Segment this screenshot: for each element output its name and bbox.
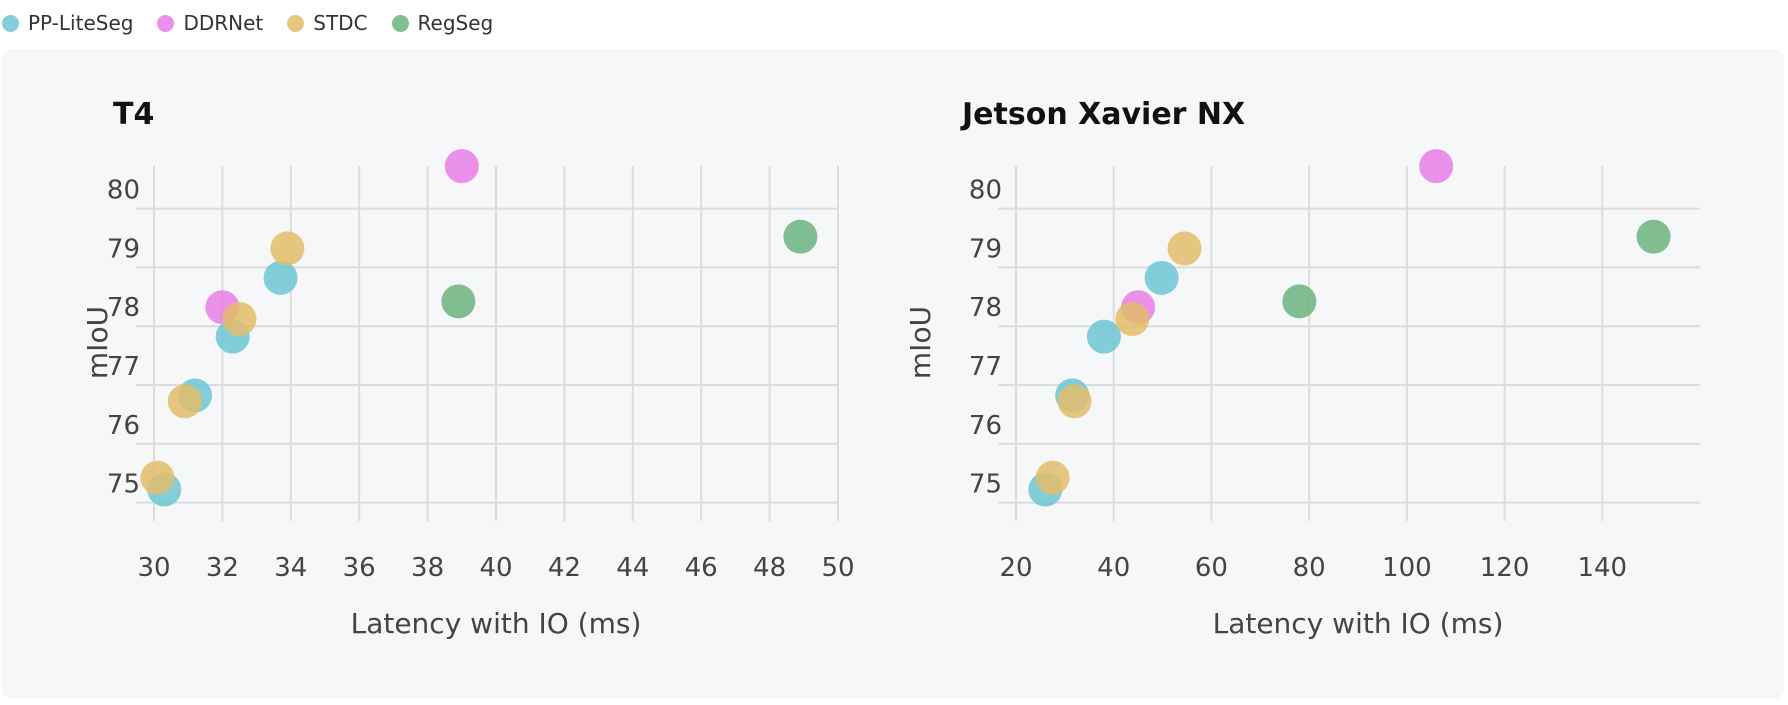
chart-title: T4 xyxy=(113,97,154,132)
legend-item-regseg: RegSeg xyxy=(390,11,494,35)
y-tick-label: 78 xyxy=(969,293,1002,323)
point-pp-liteseg xyxy=(1144,260,1179,295)
legend-label: PP-LiteSeg xyxy=(28,11,134,35)
point-regseg xyxy=(783,219,818,254)
point-ddrnet xyxy=(1419,149,1454,184)
x-tick-label: 40 xyxy=(479,553,512,583)
x-tick-label: 46 xyxy=(685,553,718,583)
y-tick-label: 80 xyxy=(969,176,1002,206)
point-regseg xyxy=(1636,219,1671,254)
chart-title: Jetson Xavier NX xyxy=(960,97,1245,132)
legend-item-ddrnet: DDRNet xyxy=(155,11,263,35)
point-regseg xyxy=(1282,284,1317,319)
legend-item-pp-liteseg: PP-LiteSeg xyxy=(0,11,133,35)
x-tick-label: 50 xyxy=(821,553,854,583)
y-tick-label: 77 xyxy=(969,352,1002,382)
point-stdc xyxy=(222,301,257,336)
y-tick-label: 77 xyxy=(107,352,140,382)
x-tick-label: 80 xyxy=(1293,553,1326,583)
point-stdc xyxy=(270,231,305,266)
x-axis-label: Latency with IO (ms) xyxy=(351,607,642,640)
legend-item-stdc: STDC xyxy=(285,11,368,35)
point-stdc xyxy=(140,460,175,495)
legend-label: STDC xyxy=(313,11,368,35)
x-tick-label: 120 xyxy=(1480,553,1530,583)
legend-dot xyxy=(2,14,19,32)
x-tick-label: 140 xyxy=(1577,553,1627,583)
y-axis-label: mIoU xyxy=(81,306,114,379)
y-axis-label: mIoU xyxy=(904,306,937,379)
x-tick-label: 30 xyxy=(137,553,170,583)
legend-label: RegSeg xyxy=(417,11,494,35)
point-ddrnet xyxy=(444,149,479,184)
point-regseg xyxy=(441,284,476,319)
x-tick-label: 42 xyxy=(548,553,581,583)
y-tick-label: 80 xyxy=(107,176,140,206)
y-tick-label: 79 xyxy=(969,234,1002,264)
y-tick-label: 75 xyxy=(107,470,140,500)
point-pp-liteseg xyxy=(1086,319,1121,354)
y-tick-label: 78 xyxy=(107,293,140,323)
x-tick-label: 40 xyxy=(1097,553,1130,583)
point-stdc xyxy=(167,384,202,419)
point-stdc xyxy=(1167,231,1202,266)
y-tick-label: 76 xyxy=(107,411,140,441)
point-stdc xyxy=(1115,301,1150,336)
y-tick-label: 79 xyxy=(107,234,140,264)
x-tick-label: 100 xyxy=(1382,553,1432,583)
legend-dot xyxy=(157,14,175,32)
x-axis-label: Latency with IO (ms) xyxy=(1213,607,1504,640)
y-tick-label: 76 xyxy=(969,411,1002,441)
point-pp-liteseg xyxy=(263,260,298,295)
legend-dot xyxy=(391,14,409,32)
x-tick-label: 32 xyxy=(206,553,239,583)
legend-dot xyxy=(287,14,305,32)
point-stdc xyxy=(1057,384,1092,419)
x-tick-label: 48 xyxy=(753,553,786,583)
y-tick-label: 75 xyxy=(969,470,1002,500)
chart-0: T4 30 32 34 36 38 40 42 44 46 48 50 75 76 77 78 79 80 Late… xyxy=(81,97,855,640)
x-tick-label: 60 xyxy=(1195,553,1228,583)
x-tick-label: 34 xyxy=(274,553,307,583)
x-tick-label: 36 xyxy=(343,553,376,583)
point-stdc xyxy=(1035,460,1070,495)
chart-1: Jetson Xavier NX 20 40 60 80 100 120 140 75 76 77 7… xyxy=(904,97,1700,640)
x-tick-label: 38 xyxy=(411,553,444,583)
chart-panel xyxy=(2,49,1784,699)
x-tick-label: 20 xyxy=(999,553,1032,583)
legend-label: DDRNet xyxy=(183,11,264,35)
legend: PP-LiteSeg DDRNet STDC RegSeg xyxy=(0,8,515,38)
x-tick-label: 44 xyxy=(616,553,649,583)
